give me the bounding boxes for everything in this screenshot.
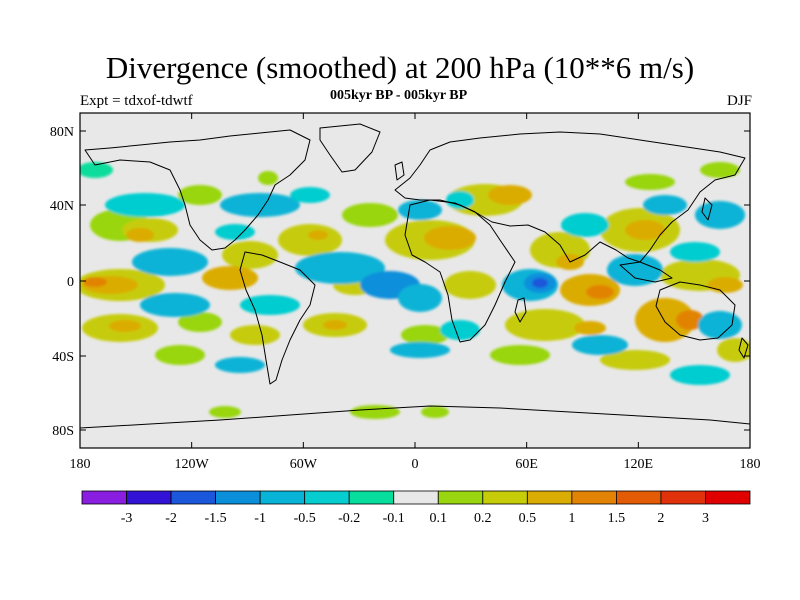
coastline-africa [404, 199, 516, 343]
season-label: DJF [726, 93, 752, 109]
axis-ticks [79, 113, 751, 448]
colorbar-label: 1 [568, 511, 575, 526]
coastline-antarctica [80, 405, 750, 429]
colorbar: -3 -2 -1.5 -1 -0.5 -0.2 -0.1 0.1 0.2 0.5 1 1.5 2 3 [81, 490, 751, 526]
lon-tick-label: 180 [740, 457, 761, 472]
coastline-maritime-continent [619, 261, 673, 283]
colorbar-label: 0.1 [430, 511, 448, 526]
coastline-south-america [239, 251, 316, 385]
map-panel [80, 113, 750, 448]
colorbar-swatch [304, 490, 350, 505]
lat-tick-label: 80S [52, 424, 74, 439]
colorbar-swatch [482, 490, 528, 505]
colorbar-swatch [437, 490, 484, 505]
lon-tick-label: 60W [290, 457, 318, 472]
colorbar-label: -0.5 [294, 511, 316, 526]
lat-tick-label: 80N [50, 125, 74, 140]
lon-tick-label: 120W [175, 457, 210, 472]
lat-tick-label: 40S [52, 350, 74, 365]
positive-divergence-regions [80, 162, 750, 419]
coastline-europe-asia [394, 131, 746, 263]
colorbar-label: 2 [657, 511, 664, 526]
colorbar-label: -2 [165, 511, 177, 526]
colorbar-swatch [170, 490, 216, 505]
colorbar-swatch [705, 490, 751, 505]
colorbar-swatch [215, 490, 261, 505]
coastline-australia [655, 281, 736, 341]
lat-tick-label: 40N [50, 199, 74, 214]
colorbar-label: -0.2 [338, 511, 360, 526]
colorbar-swatch [81, 490, 127, 505]
colorbar-swatch [526, 490, 573, 505]
chart-subtitle: 005kyr BP - 005kyr BP [330, 88, 468, 103]
axis-labels: 80N 40N 0 40S 80S 180 120W 60W 0 60E 120E 180 [50, 125, 761, 472]
coastline-greenland [319, 123, 381, 173]
colorbar-swatch [616, 490, 662, 505]
chart-title: Divergence (smoothed) at 200 hPa (10**6 … [105, 50, 695, 85]
lon-tick-label: 0 [412, 457, 419, 472]
colorbar-label: -1 [254, 511, 266, 526]
colorbar-swatch [348, 490, 395, 505]
divergence-field [80, 162, 750, 419]
colorbar-label: 0.2 [474, 511, 492, 526]
colorbar-swatch [259, 490, 306, 505]
colorbar-swatch [393, 490, 439, 505]
coastline-new-zealand [738, 337, 749, 359]
lon-tick-label: 180 [70, 457, 91, 472]
lon-tick-label: 120E [624, 457, 654, 472]
experiment-label: Expt = tdxof-tdwtf [80, 93, 193, 109]
colorbar-label: -3 [121, 511, 133, 526]
coastline-north-america [84, 129, 311, 251]
lon-tick-label: 60E [515, 457, 538, 472]
colorbar-label: 1.5 [608, 511, 626, 526]
coastline-japan [701, 197, 713, 221]
colorbar-swatch [660, 490, 706, 505]
colorbar-swatch [126, 490, 172, 505]
colorbar-label: 0.5 [519, 511, 537, 526]
negative-divergence-regions [80, 162, 745, 385]
lat-tick-label: 0 [67, 275, 74, 290]
colorbar-label: 3 [702, 511, 709, 526]
coastline-britain [394, 161, 405, 181]
colorbar-label: -0.1 [383, 511, 405, 526]
coastlines [80, 123, 750, 429]
coastline-madagascar [514, 297, 527, 323]
colorbar-label: -1.5 [205, 511, 227, 526]
colorbar-swatch [571, 490, 617, 505]
